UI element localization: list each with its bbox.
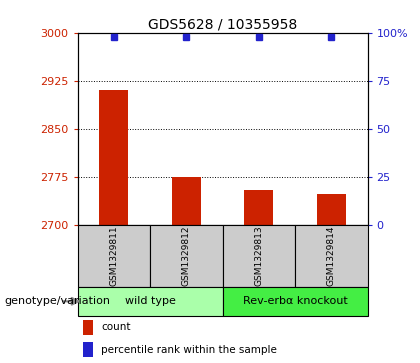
Bar	[172, 177, 201, 225]
Title: GDS5628 / 10355958: GDS5628 / 10355958	[148, 17, 297, 32]
Bar	[84, 319, 92, 335]
Text: count: count	[101, 322, 131, 332]
Bar	[100, 90, 129, 225]
Bar	[317, 194, 346, 225]
Text: percentile rank within the sample: percentile rank within the sample	[101, 345, 277, 355]
Bar	[84, 342, 92, 358]
Bar	[78, 287, 223, 316]
Bar	[244, 190, 273, 225]
Text: wild type: wild type	[125, 296, 176, 306]
Bar	[223, 287, 368, 316]
Bar	[150, 225, 223, 287]
Bar	[78, 225, 150, 287]
Text: GSM1329813: GSM1329813	[255, 225, 263, 286]
Text: genotype/variation: genotype/variation	[4, 296, 110, 306]
Text: GSM1329811: GSM1329811	[110, 225, 118, 286]
Text: GSM1329812: GSM1329812	[182, 226, 191, 286]
Text: GSM1329814: GSM1329814	[327, 226, 336, 286]
Text: Rev-erbα knockout: Rev-erbα knockout	[243, 296, 347, 306]
Bar	[223, 225, 295, 287]
Bar	[295, 225, 368, 287]
